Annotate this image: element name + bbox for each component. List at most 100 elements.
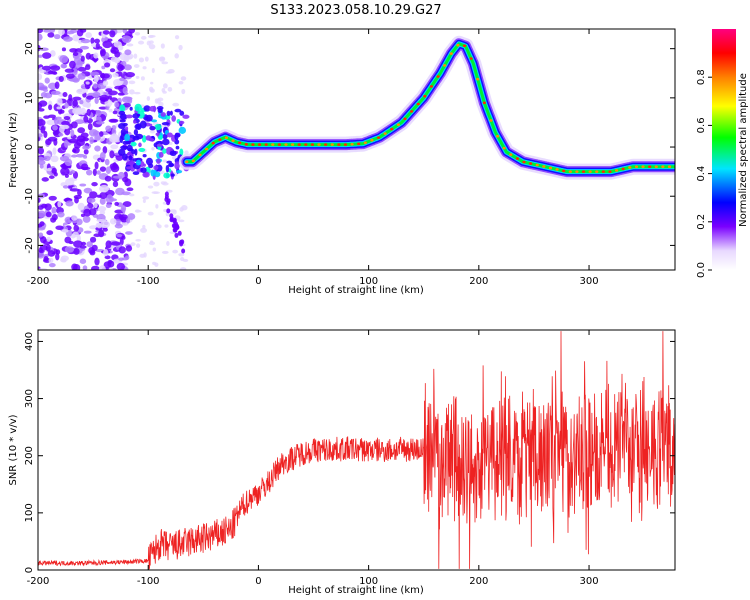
noise-blob [94,38,101,44]
cluster-blob [122,122,128,127]
noise-blob [121,235,126,240]
ridge-peak [522,160,526,164]
noise-blob [49,50,56,57]
noise-blob [104,255,111,260]
cluster-blob [119,119,126,123]
ridge-peak [535,163,539,167]
snr-xtick-label: -100 [137,576,160,587]
faint-blob [138,57,145,63]
noise-blob [50,155,59,163]
noise-blob [89,236,97,243]
cluster-blob [149,125,156,131]
noise-blob [119,77,125,82]
noise-blob [65,200,74,207]
noise-blob [68,138,79,144]
noise-blob [89,249,96,256]
cluster-blob [155,132,161,136]
faint-blob [137,40,145,45]
cluster-blob [179,148,184,157]
faint-blob [167,68,175,74]
noise-blob [104,62,111,68]
noise-blob [56,97,63,106]
cluster-blob [169,110,173,116]
ridge-peak [628,166,632,169]
colorbar: 0.0 0.2 0.4 0.6 0.8 Normalized spectral ampl… [696,29,749,278]
noise-blob [64,128,71,136]
cluster-blob [134,148,138,156]
noise-blob [39,221,45,227]
noise-blob [107,260,115,268]
noise-blob [110,144,119,150]
faint-blob [169,209,177,213]
noise-blob [86,108,91,117]
branch-blob [177,230,182,236]
faint-blob [178,44,183,51]
noise-blob [86,95,94,100]
ridge-peak [456,43,460,47]
noise-blob [38,102,43,109]
noise-blob [51,214,58,221]
noise-blob [38,108,45,112]
faint-blob [146,40,151,46]
cluster-blob [134,103,142,112]
ridge-peak [330,143,334,146]
noise-blob [126,217,131,224]
faint-blob [178,219,185,223]
noise-blob [125,231,133,235]
ridge-peak [185,160,189,164]
cluster-blob [162,148,167,154]
ridge-peak [614,169,619,172]
noise-blob [122,86,128,94]
noise-blob [43,88,49,93]
cluster-blob [174,161,180,170]
noise-blob [122,29,128,34]
noise-blob [38,133,43,138]
ridge-peak [191,159,195,163]
noise-blob [64,246,75,253]
noise-blob [116,233,123,238]
noise-blob [38,210,46,218]
cluster-blob [178,126,187,134]
noise-blob [72,231,79,238]
faint-blob [161,250,169,254]
faint-blob [135,75,140,79]
cluster-blob [133,120,137,124]
noise-blob [99,191,108,199]
noise-blob [93,202,98,209]
trace-band [178,35,675,180]
noise-blob [112,181,119,188]
noise-blob [101,65,106,70]
noise-blob [77,67,87,72]
noise-blob [48,257,54,264]
noise-blob [121,221,129,226]
snr-frame [37,329,676,571]
branch-blob [166,208,171,214]
noise-blob [64,178,75,186]
noise-blob [116,262,126,270]
noise-blob [100,72,106,79]
spectrogram-xtick-label: -100 [137,276,160,287]
faint-blob [148,241,156,246]
faint-blob [133,64,140,68]
noise-blob [99,166,107,172]
faint-blob [162,83,168,89]
spectrogram-ytick-label: 0 [24,144,35,150]
cluster-blob [128,155,133,161]
noise-blob [89,136,94,145]
noise-blob [100,48,106,57]
branch-blob [181,248,186,254]
faint-blob [146,96,151,102]
ridge-peak [667,165,672,169]
noise-blob [91,265,100,270]
ridge-peak [277,143,281,146]
branch-blob [171,223,176,229]
noise-blob [82,215,91,223]
noise-blob [48,195,57,201]
noise-blob [93,83,98,89]
ridge-peak [410,110,414,113]
cluster-blob [119,135,124,144]
noise-blob [75,108,84,115]
noise-blob [123,64,132,71]
spectrogram-xtick-label: 0 [255,276,261,287]
spectrogram-ytick-label: 10 [24,91,35,104]
